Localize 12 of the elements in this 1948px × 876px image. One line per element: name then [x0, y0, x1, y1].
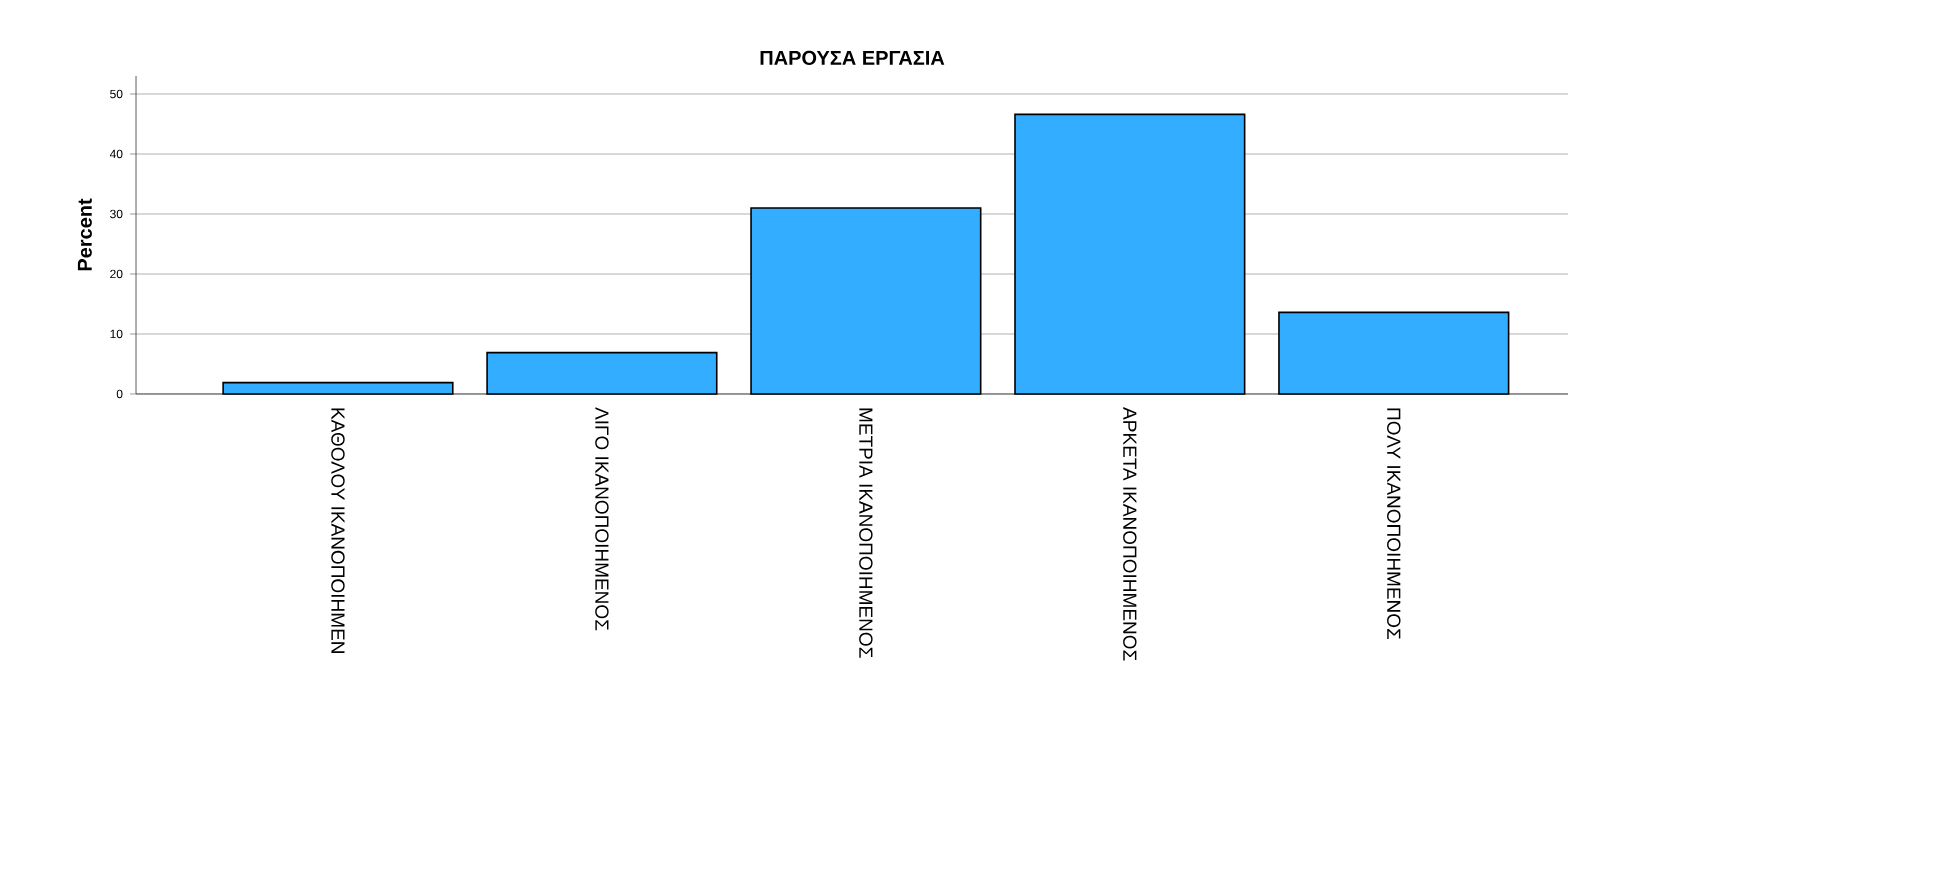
bar — [1278, 311, 1510, 395]
x-tick-label: ΚΑΘΟΛΟΥ ΙΚΑΝΟΠΟΙΗΜΕΝ — [331, 408, 345, 653]
bar — [1014, 113, 1246, 395]
x-tick-label: ΜΕΤΡΙΑ ΙΚΑΝΟΠΟΙΗΜΕΝΟΣ — [859, 408, 873, 658]
y-axis-title: Percent — [77, 198, 92, 271]
bar — [486, 351, 718, 395]
x-tick-label: ΑΡΚΕΤΑ ΙΚΑΝΟΠΟΙΗΜΕΝΟΣ — [1123, 407, 1137, 661]
chart-title: ΠΑΡΟΥΣΑ ΕΡΓΑΣΙΑ — [760, 50, 945, 65]
x-tick-label: ΠΟΛΥ ΙΚΑΝΟΠΟΙΗΜΕΝΟΣ — [1387, 408, 1401, 640]
bar — [750, 207, 982, 395]
bar — [222, 381, 454, 395]
x-tick-label: ΛΙΓΟ ΙΚΑΝΟΠΟΙΗΜΕΝΟΣ — [595, 407, 609, 631]
